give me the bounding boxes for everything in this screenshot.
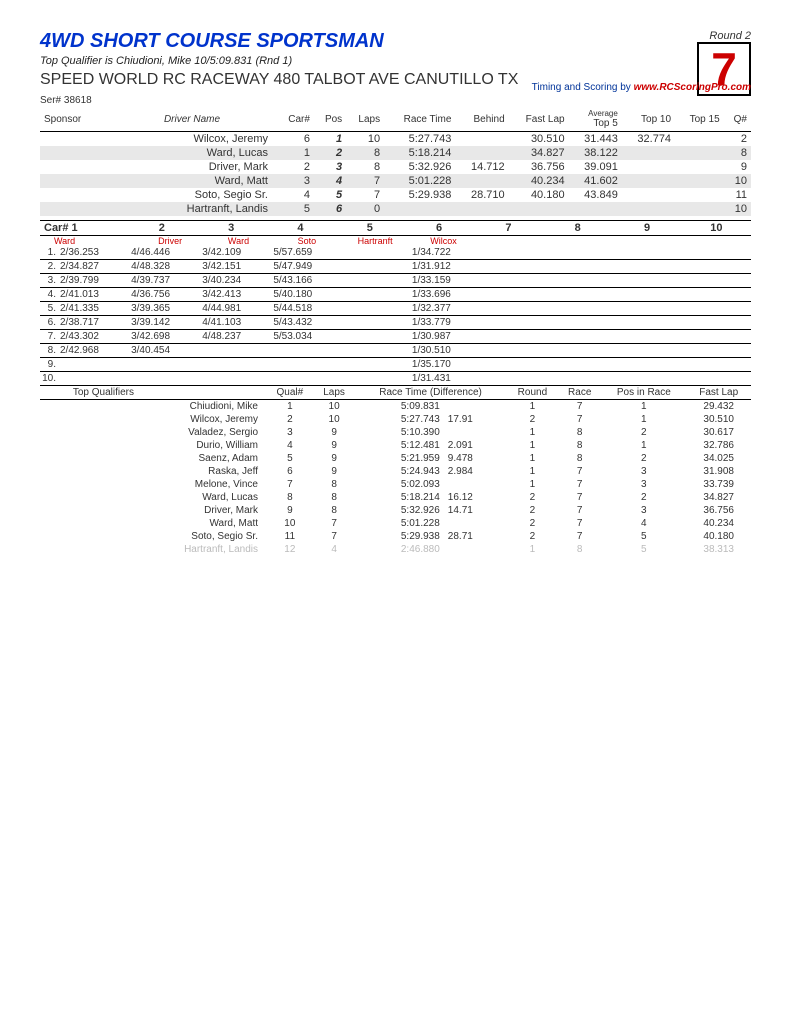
results-header-row: Sponsor Driver Name Car# Pos Laps Race T… [40,108,751,132]
lap-row: 3.2/39.7994/39.7373/40.2345/43.1661/33.1… [40,274,751,288]
tq-row: Soto, Segio Sr.1175:29.93828.7127540.180 [40,530,751,543]
lap-row: 10.1/31.431 [40,372,751,386]
tq-row: Ward, Lucas885:18.21416.1227234.827 [40,491,751,504]
result-row: Ward, Matt3475:01.22840.23441.60210 [40,174,751,188]
col-pos: Pos [314,108,346,132]
col-driver: Driver Name [108,108,276,132]
class-title: 4WD SHORT COURSE SPORTSMAN [40,30,518,53]
tq-subtitle: Top Qualifier is Chiudioni, Mike 10/5:09… [40,55,518,67]
venue: SPEED WORLD RC RACEWAY 480 TALBOT AVE CA… [40,71,518,89]
lap-row: 1.2/36.2534/46.4463/42.1095/57.6591/34.7… [40,246,751,260]
results-table: Sponsor Driver Name Car# Pos Laps Race T… [40,108,751,216]
car-label: Car# 1 [40,221,127,235]
tq-col-top: Top Qualifiers [40,386,138,400]
lap-row: 5.2/41.3353/39.3654/44.9815/44.5181/32.3… [40,302,751,316]
lap-row: 8.2/42.9683/40.4541/30.510 [40,344,751,358]
serial-number: Ser# 38618 [40,95,751,106]
result-row: Soto, Segio Sr.4575:29.93828.71040.18043… [40,188,751,202]
lap-row: 4.2/41.0134/36.7563/42.4135/40.1801/33.6… [40,288,751,302]
tq-row: Hartranft, Landis1242:46.88018538.313 [40,543,751,556]
col-behind: Behind [455,108,508,132]
tq-row: Saenz, Adam595:21.9599.47818234.025 [40,452,751,465]
tq-col-qual: Qual# [266,386,314,400]
col-laps: Laps [346,108,384,132]
tq-col-laps: Laps [314,386,355,400]
result-row: Driver, Mark2385:32.92614.71236.75639.09… [40,160,751,174]
tq-row: Raska, Jeff695:24.9432.98417331.908 [40,465,751,478]
car-drivers: Ward Driver Ward Soto Hartranft Wilcox [40,236,751,246]
tq-row: Melone, Vince785:02.09317333.739 [40,478,751,491]
col-fastlap: Fast Lap [509,108,569,132]
tq-row: Durio, William495:12.4812.09118132.786 [40,439,751,452]
lap-row: 9.1/35.170 [40,358,751,372]
round-label: Round 2 [709,30,751,42]
tq-header: Top Qualifiers Qual# Laps Race Time (Dif… [40,386,751,400]
tq-col-race: Race [558,386,601,400]
tq-col-pos: Pos in Race [601,386,686,400]
col-top10: Top 10 [622,108,675,132]
tq-col-rt: Race Time (Difference) [355,386,507,400]
col-sponsor: Sponsor [40,108,108,132]
lap-row: 2.2/34.8274/48.3283/42.1515/47.9491/31.9… [40,260,751,274]
tq-col-fl: Fast Lap [686,386,751,400]
result-row: Hartranft, Landis56010 [40,202,751,216]
col-top15: Top 15 [675,108,724,132]
tq-row: Driver, Mark985:32.92614.7127336.756 [40,504,751,517]
laps-table: 1.2/36.2534/46.4463/42.1095/57.6591/34.7… [40,246,751,386]
col-racetime: Race Time [384,108,455,132]
top-qualifiers-table: Top Qualifiers Qual# Laps Race Time (Dif… [40,386,751,556]
tq-row: Chiudioni, Mike1105:09.83117129.432 [40,400,751,414]
tq-row: Valadez, Sergio395:10.39018230.617 [40,426,751,439]
tq-row: Ward, Matt1075:01.22827440.234 [40,517,751,530]
lap-row: 6.2/38.7173/39.1424/41.1035/43.4321/33.7… [40,316,751,330]
result-row: Ward, Lucas1285:18.21434.82738.1228 [40,146,751,160]
result-row: Wilcox, Jeremy61105:27.74330.51031.44332… [40,132,751,147]
tq-row: Wilcox, Jeremy2105:27.74317.9127130.510 [40,413,751,426]
col-qnum: Q# [724,108,751,132]
lap-row: 7.2/43.3023/42.6984/48.2375/53.0341/30.9… [40,330,751,344]
col-top5: AverageTop 5 [569,108,622,132]
tq-col-round: Round [507,386,559,400]
col-car: Car# [276,108,314,132]
car-header: Car# 1 2 3 4 5 6 7 8 9 10 [40,220,751,236]
